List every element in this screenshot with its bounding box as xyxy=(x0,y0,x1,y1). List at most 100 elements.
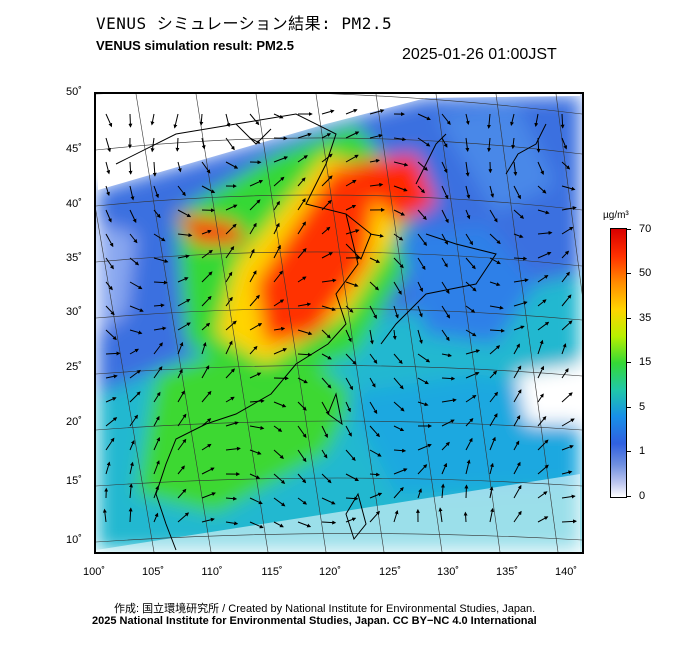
wind-arrow xyxy=(153,326,167,331)
wind-arrow xyxy=(393,425,405,432)
wind-arrow xyxy=(561,343,567,355)
wind-arrow xyxy=(513,301,528,307)
wind-arrow xyxy=(369,305,377,319)
wind-arrow xyxy=(393,377,404,390)
wind-arrow xyxy=(513,278,529,283)
wind-arrow xyxy=(511,137,516,150)
wind-arrow xyxy=(177,322,191,331)
wind-arrow xyxy=(105,281,113,291)
wind-arrow xyxy=(273,449,284,459)
wind-arrow xyxy=(297,401,307,411)
wind-arrow xyxy=(369,182,384,187)
wind-arrow xyxy=(128,161,133,175)
wind-arrow xyxy=(537,321,550,331)
wind-arrow xyxy=(513,510,522,523)
wind-arrow xyxy=(536,137,541,153)
wind-arrow xyxy=(201,390,212,403)
wind-arrow xyxy=(393,233,404,241)
wind-arrow xyxy=(441,376,456,381)
wind-arrow xyxy=(561,445,574,451)
wind-arrow xyxy=(225,446,241,451)
wind-arrow xyxy=(153,342,163,355)
wind-arrow xyxy=(561,294,572,307)
wind-arrow xyxy=(417,137,431,147)
wind-arrow xyxy=(153,391,161,403)
wind-arrow xyxy=(249,399,265,404)
wind-arrow xyxy=(321,377,332,389)
wind-arrow xyxy=(369,257,381,263)
wind-arrow xyxy=(345,353,357,365)
wind-arrow xyxy=(465,459,471,475)
wind-arrow xyxy=(465,394,477,403)
wind-arrow xyxy=(393,353,403,365)
wind-arrow xyxy=(297,449,307,463)
wind-arrow xyxy=(249,521,264,529)
wind-arrow xyxy=(393,185,408,192)
colorbar-label-50: 50 xyxy=(639,267,652,279)
wind-arrow xyxy=(345,305,354,313)
wind-arrow xyxy=(297,425,307,439)
wind-arrow xyxy=(177,161,182,173)
wind-arrow xyxy=(417,329,423,345)
wind-arrow xyxy=(321,175,333,187)
wind-arrow xyxy=(273,348,288,355)
credit-line: 作成: 国立環境研究所 / Created by National Instit… xyxy=(114,603,536,615)
wind-arrow xyxy=(393,209,405,216)
wind-arrow xyxy=(249,345,258,355)
wind-arrow xyxy=(560,113,565,129)
wind-arrow xyxy=(249,323,263,331)
wind-arrow xyxy=(393,468,408,475)
wind-arrow xyxy=(369,377,376,388)
wind-arrow xyxy=(129,439,135,451)
lon-label-135: 135˚ xyxy=(495,566,519,578)
wind-arrow xyxy=(489,233,501,245)
wind-arrow xyxy=(321,278,337,283)
wind-arrow xyxy=(537,365,544,379)
wind-arrow xyxy=(465,233,474,246)
wind-arrow xyxy=(177,488,187,499)
wind-arrow xyxy=(297,177,306,187)
wind-arrow xyxy=(225,245,235,259)
wind-arrow xyxy=(177,438,187,451)
wind-arrow xyxy=(345,281,359,287)
wind-arrow xyxy=(537,161,544,176)
wind-arrow xyxy=(441,209,449,224)
wind-arrow xyxy=(321,473,332,484)
wind-arrow xyxy=(297,377,308,384)
wind-arrow xyxy=(513,209,525,219)
wind-arrow xyxy=(393,486,404,499)
lon-label-110: 110˚ xyxy=(201,566,223,578)
wind-arrow xyxy=(561,250,570,259)
wind-arrow xyxy=(225,113,231,128)
wind-arrow xyxy=(105,374,118,379)
wind-arrow xyxy=(153,233,166,242)
wind-arrow xyxy=(513,365,522,379)
wind-arrow xyxy=(201,492,216,499)
wind-arrow xyxy=(321,425,328,438)
wind-arrow xyxy=(489,370,498,379)
wind-arrow xyxy=(561,161,571,170)
wind-arrow xyxy=(393,510,399,523)
wind-arrow xyxy=(225,296,233,307)
wind-arrow xyxy=(489,413,498,427)
wind-arrow xyxy=(225,396,235,403)
wind-arrow xyxy=(510,113,515,126)
wind-arrow xyxy=(345,229,360,235)
wind-arrow xyxy=(345,425,352,437)
wind-arrow xyxy=(321,497,336,505)
wind-arrow xyxy=(129,233,138,244)
wind-arrow xyxy=(105,257,114,270)
colorbar-label-0: 0 xyxy=(639,490,646,502)
wind-arrow xyxy=(345,473,359,481)
wind-arrow xyxy=(297,302,312,307)
wind-arrow xyxy=(441,353,452,358)
wind-arrow xyxy=(441,462,448,475)
wind-arrow xyxy=(465,281,477,292)
wind-arrow xyxy=(537,464,549,475)
wind-arrow xyxy=(369,425,380,438)
wind-arrow xyxy=(105,209,112,223)
pm25-map[interactable] xyxy=(94,92,584,554)
wind-arrow xyxy=(153,303,165,308)
wind-arrow xyxy=(105,233,114,248)
wind-arrow xyxy=(369,233,384,238)
